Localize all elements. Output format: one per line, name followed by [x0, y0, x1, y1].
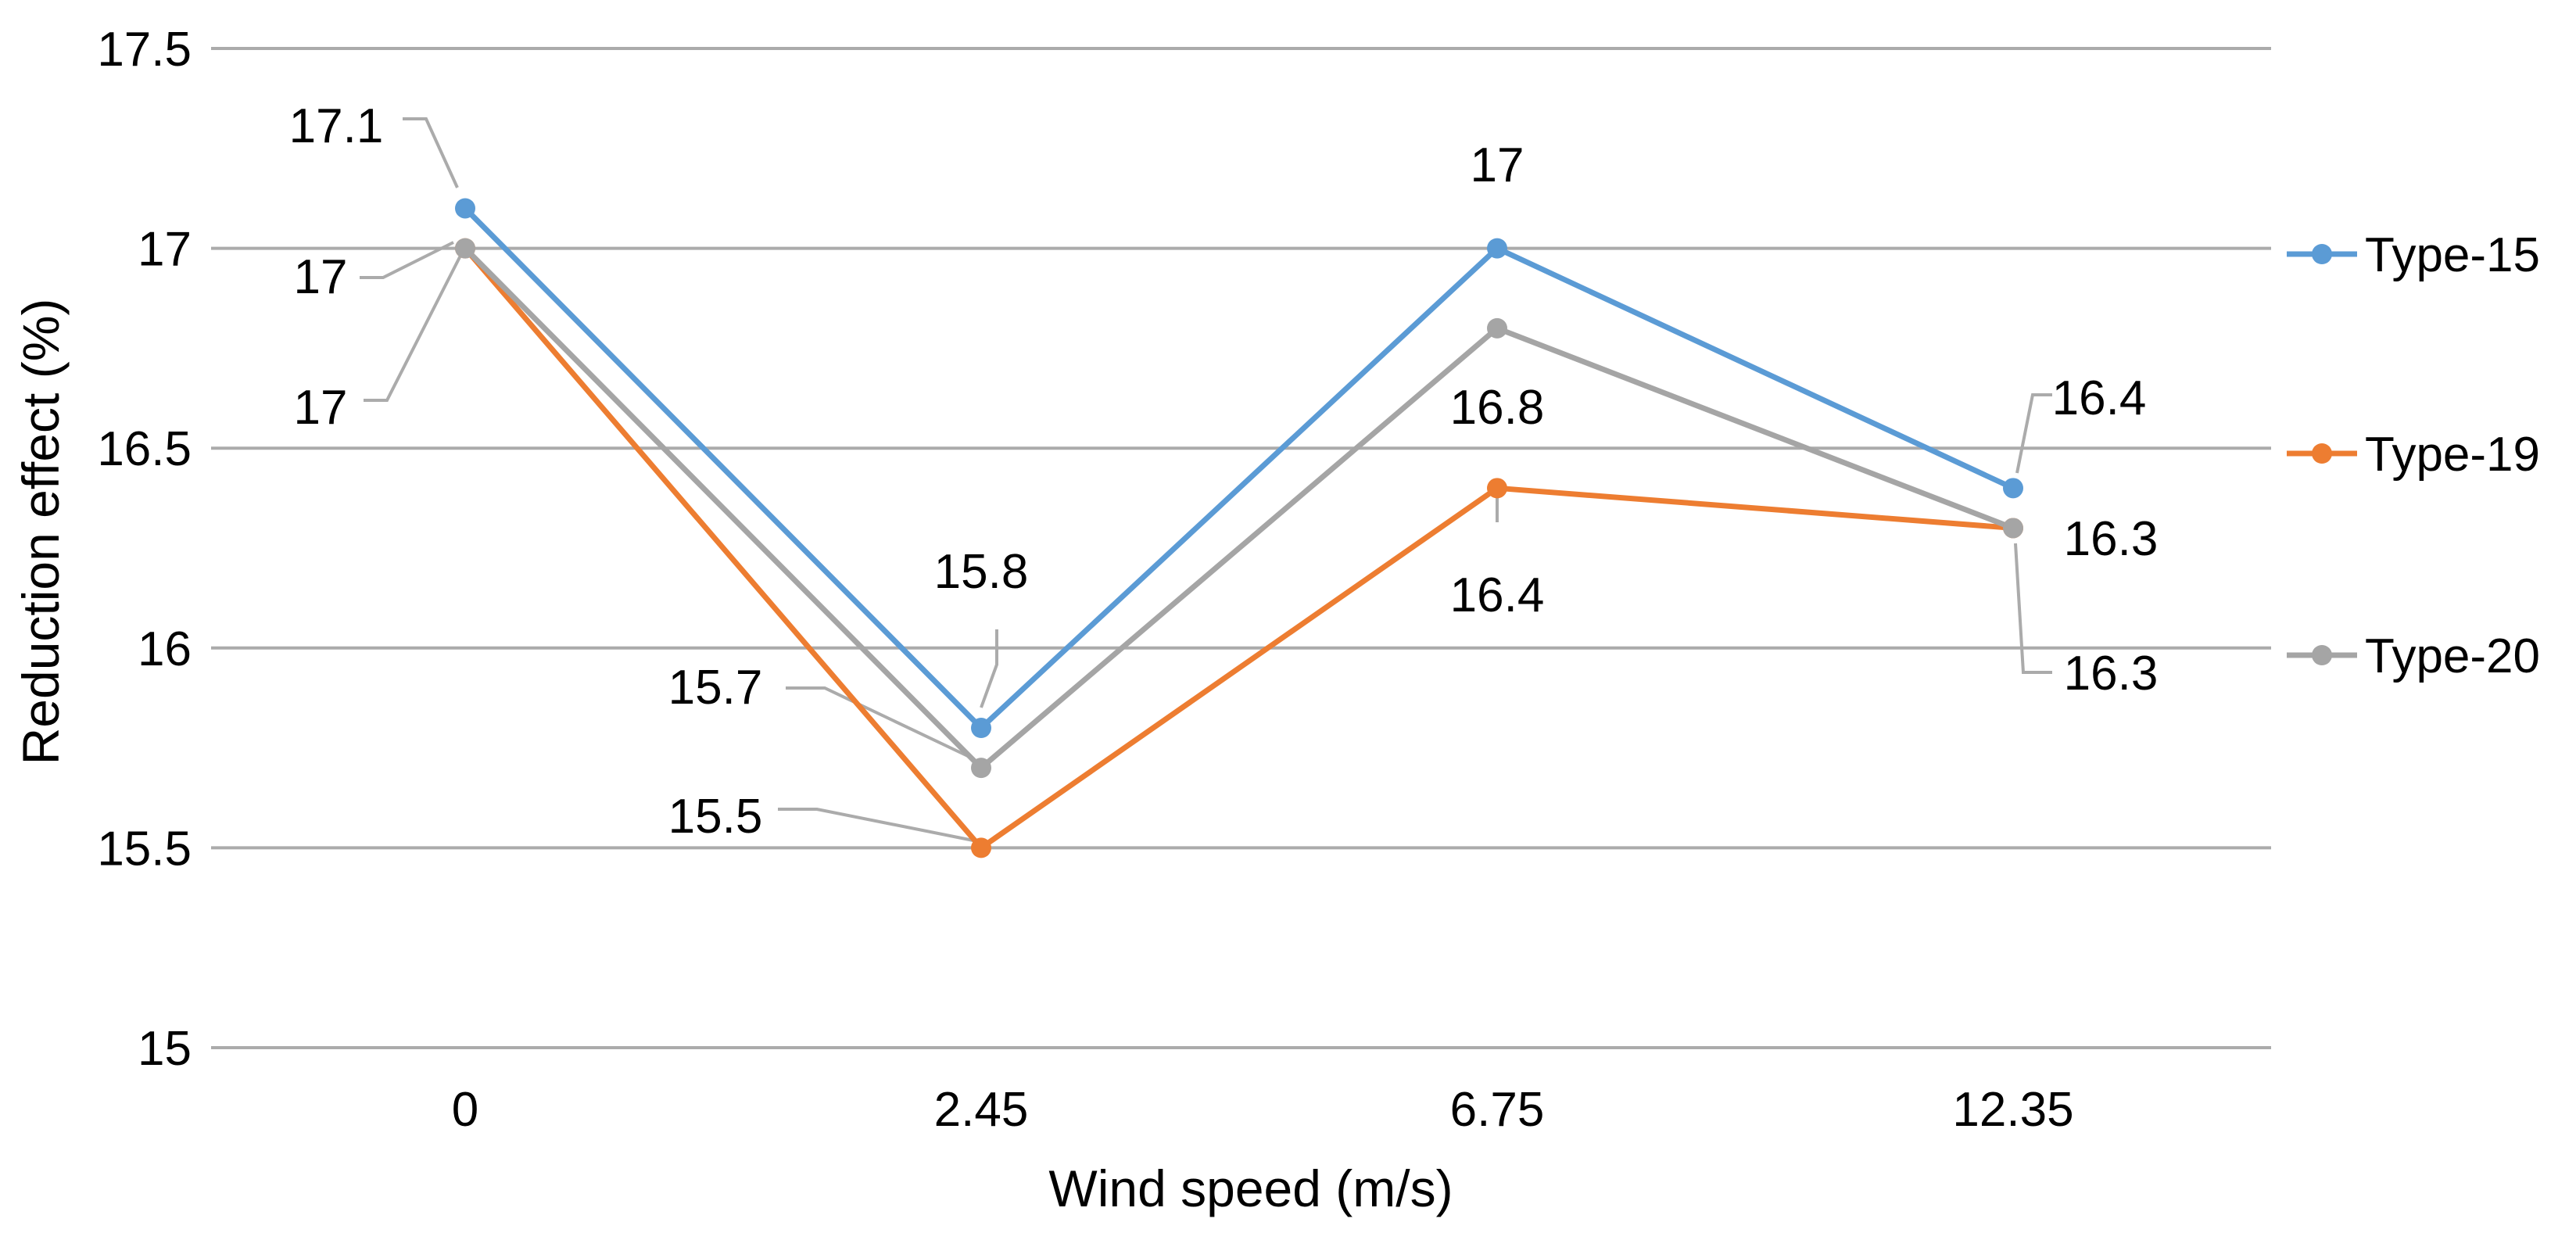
y-axis-tick-labels: 15 15.5 16 16.5 17 17.5: [97, 23, 192, 1076]
x-axis-tick-labels: 0 2.45 6.75 12.35: [452, 1083, 2074, 1137]
leader-line: [364, 253, 463, 402]
data-point-type-20: [2003, 518, 2023, 539]
data-point-type-15: [1487, 238, 1507, 259]
legend-label: Type-20: [2365, 629, 2540, 683]
legend-swatch-marker: [2312, 645, 2332, 665]
data-label-type-20: 16.3: [2064, 647, 2159, 701]
data-label-type-20: 17: [294, 381, 348, 435]
leader-line: [2014, 543, 2052, 674]
series-line-type-19: [463, 246, 2014, 851]
data-label-type-15: 15.8: [934, 545, 1029, 599]
y-tick-label: 15.5: [97, 822, 192, 876]
data-label-type-15: 17: [1471, 138, 1524, 192]
data-label-type-20: 15.7: [668, 661, 763, 715]
gridlines: [211, 47, 2271, 1049]
data-label-leader-lines: [360, 117, 2052, 842]
series-line-type-20: [463, 246, 2015, 771]
leader-line: [786, 686, 970, 758]
series-lines: [455, 198, 2023, 858]
legend-label: Type-15: [2365, 228, 2540, 282]
leader-line: [2015, 393, 2052, 474]
data-label-type-15: 16.4: [2052, 371, 2147, 425]
data-point-type-15: [971, 718, 991, 739]
data-label-type-20: 16.8: [1450, 381, 1545, 435]
data-label-type-19: 16.4: [1450, 568, 1545, 622]
data-labels: 17.1 15.8 17 16.4 17 15.5 16.4 16.3 17 15.7 16.8 16…: [289, 99, 2159, 844]
y-tick-label: 16.5: [97, 422, 192, 476]
x-tick-label: 0: [452, 1083, 478, 1137]
legend-swatch-marker: [2312, 244, 2332, 264]
y-axis-title: Reduction effect (%): [12, 299, 70, 765]
legend: Type-15 Type-19 Type-20: [2287, 228, 2540, 683]
x-axis-title: Wind speed (m/s): [1048, 1159, 1453, 1217]
leader-line: [980, 629, 998, 708]
data-label-type-15: 17.1: [289, 99, 384, 153]
data-label-type-19: 15.5: [668, 790, 763, 844]
leader-line: [360, 241, 454, 279]
legend-label: Type-19: [2365, 428, 2540, 482]
x-tick-label: 2.45: [934, 1083, 1029, 1137]
data-point-type-20: [455, 238, 475, 259]
x-tick-label: 12.35: [1952, 1083, 2073, 1137]
y-tick-label: 15: [138, 1022, 192, 1076]
data-point-type-15: [2003, 478, 2023, 499]
x-tick-label: 6.75: [1450, 1083, 1545, 1137]
series-line-type-15: [463, 206, 2015, 731]
data-point-type-20: [1487, 317, 1507, 339]
leader-line: [403, 117, 459, 188]
data-point-type-15: [455, 198, 475, 219]
data-point-type-19: [971, 837, 991, 858]
data-point-type-20: [971, 758, 991, 779]
leader-line: [778, 808, 974, 842]
y-tick-label: 17.5: [97, 23, 192, 77]
y-tick-label: 16: [138, 622, 192, 676]
data-label-type-19: 16.3: [2064, 512, 2159, 566]
data-point-type-19: [1487, 478, 1507, 499]
legend-swatch-marker: [2312, 443, 2332, 464]
data-label-type-19: 17: [294, 250, 348, 304]
y-tick-label: 17: [138, 223, 192, 277]
